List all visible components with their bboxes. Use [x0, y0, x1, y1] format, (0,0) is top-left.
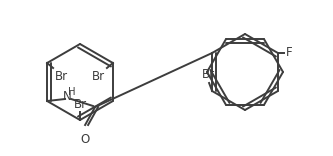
Text: Br: Br — [55, 70, 68, 83]
Text: N: N — [63, 90, 72, 103]
Text: O: O — [81, 133, 90, 146]
Text: H: H — [68, 87, 76, 97]
Text: F: F — [286, 46, 292, 59]
Text: Br: Br — [92, 70, 105, 83]
Text: Br: Br — [201, 68, 215, 81]
Text: Br: Br — [74, 98, 87, 111]
